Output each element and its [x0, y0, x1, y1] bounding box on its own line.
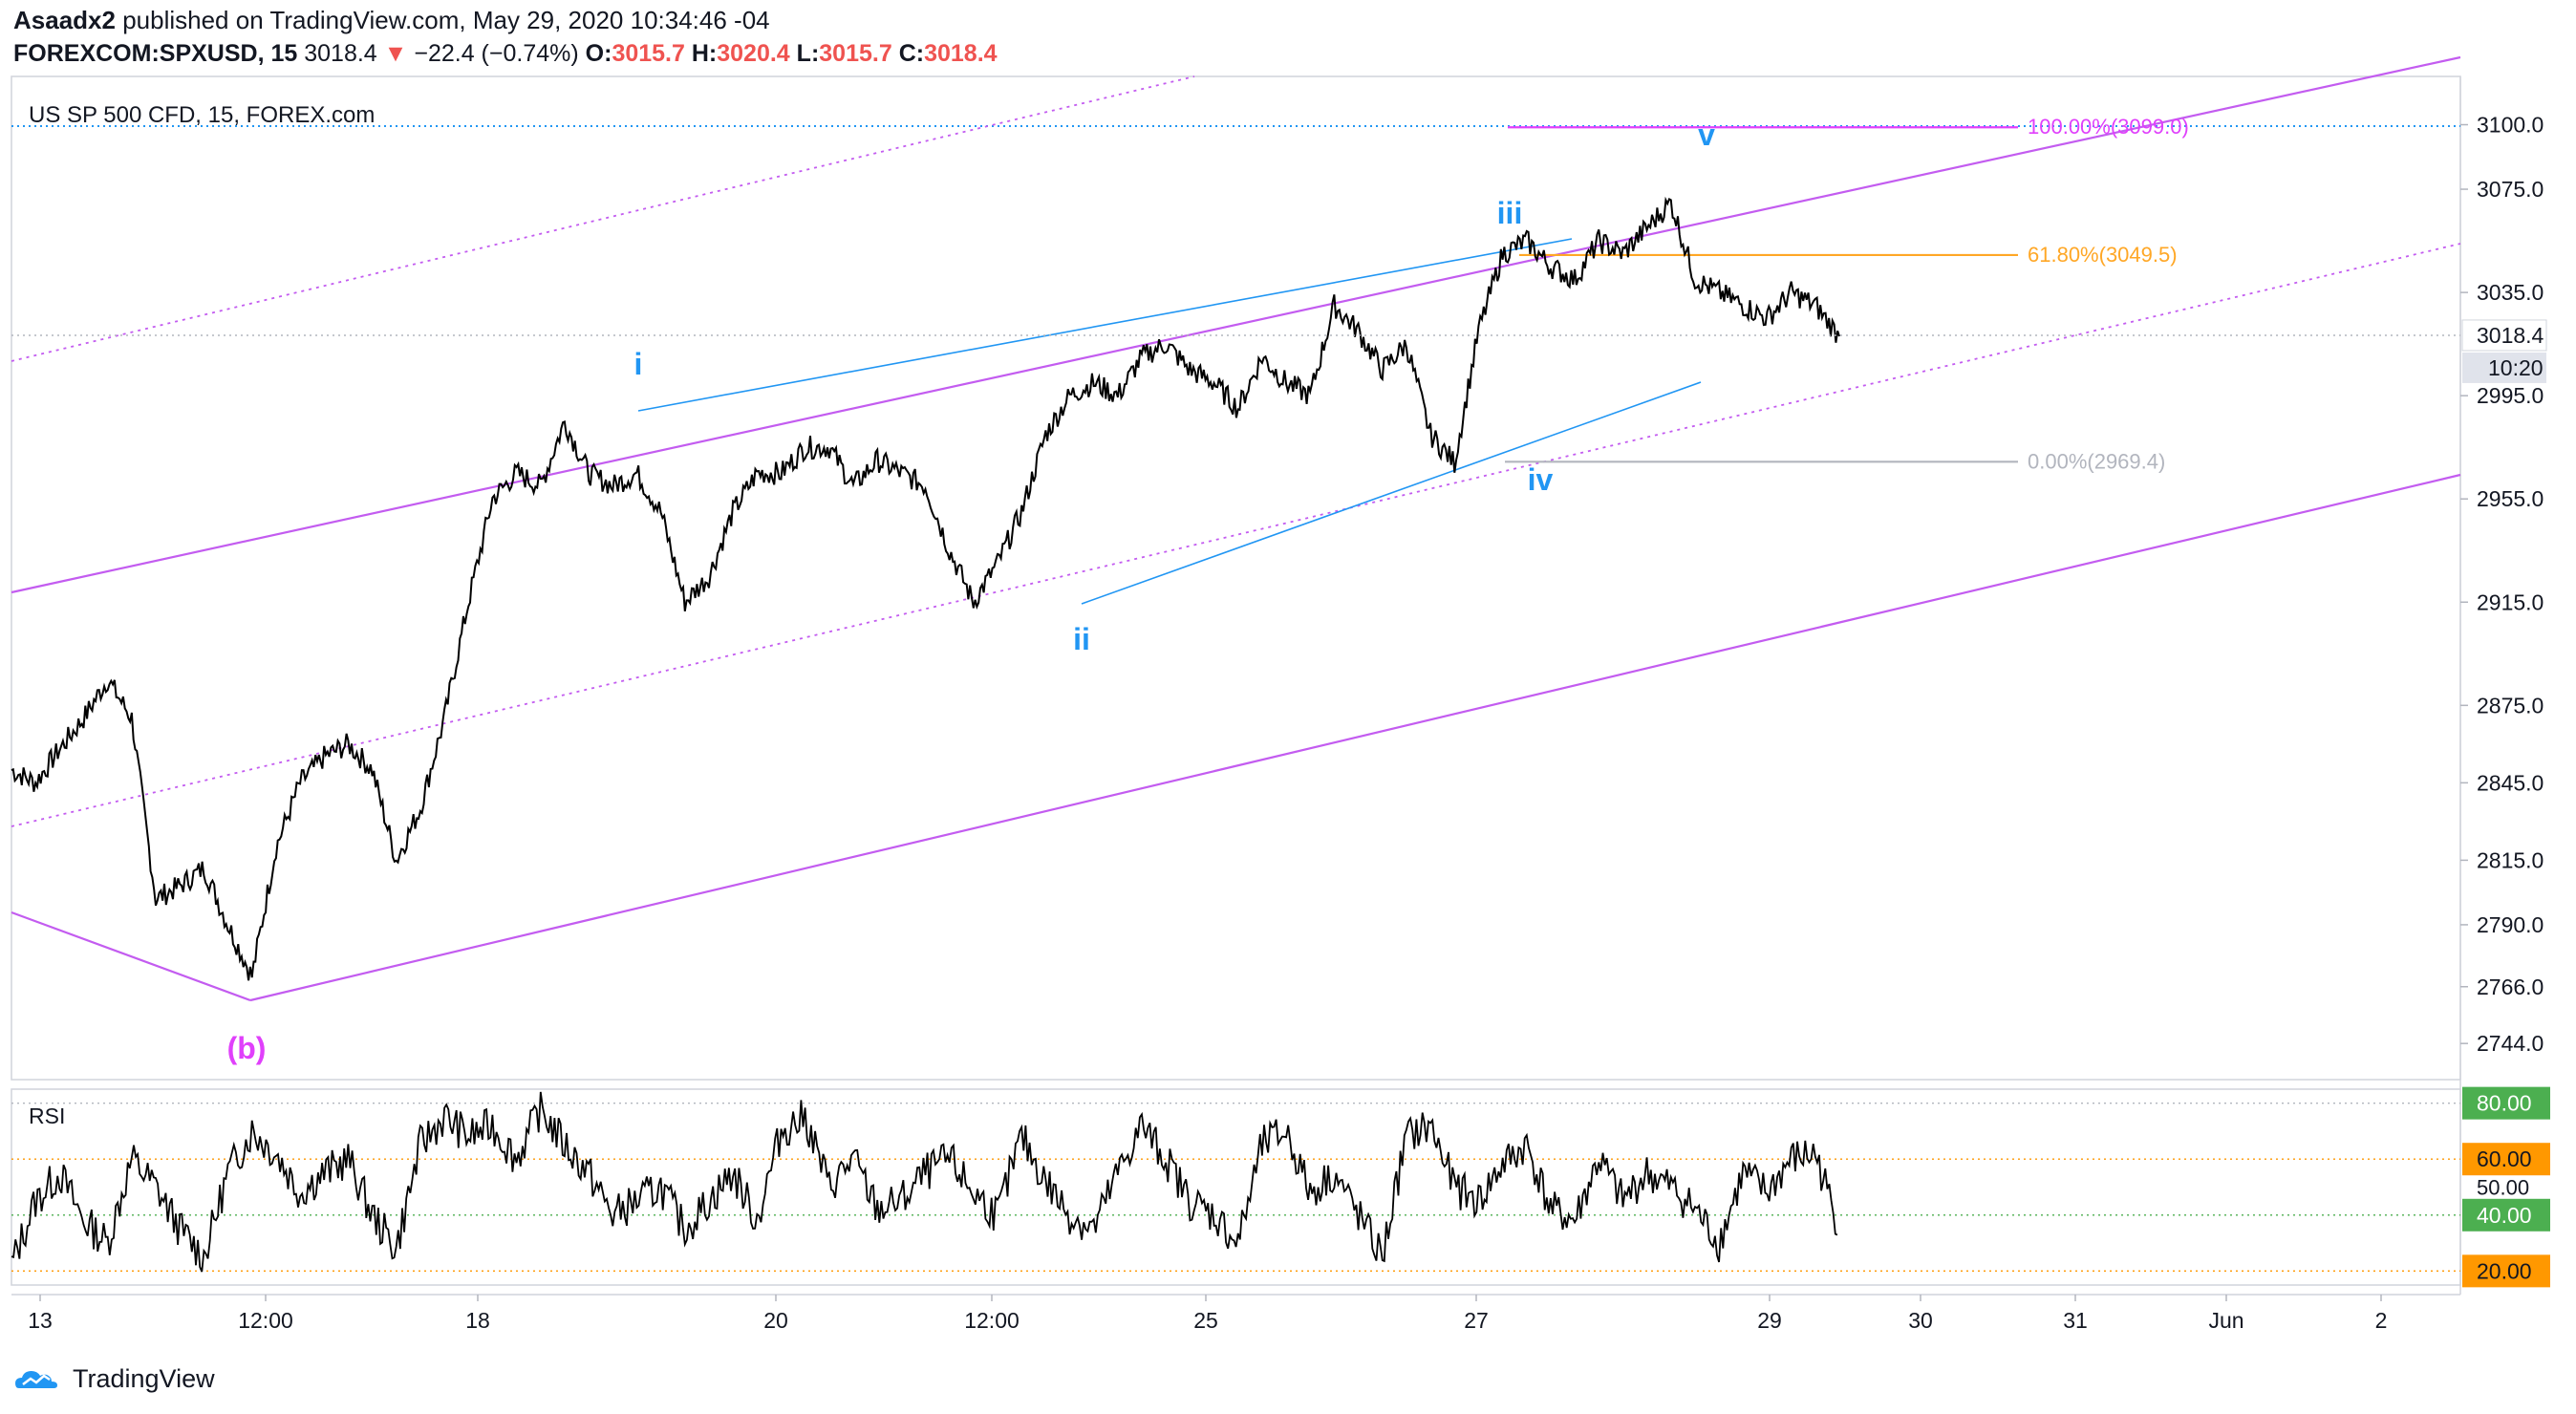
- time-tick-label: 12:00: [964, 1308, 1020, 1333]
- time-tick-label: 20: [763, 1308, 788, 1333]
- last-price-label: 3018.4: [2477, 323, 2544, 348]
- time-tick-label: 27: [1464, 1308, 1489, 1333]
- author-name[interactable]: Asaadx2: [13, 6, 116, 34]
- down-arrow-icon: ▼: [383, 40, 408, 67]
- close-value: 3018.4: [924, 40, 998, 67]
- time-tick-label: 25: [1193, 1308, 1218, 1333]
- price-tick-label: 2766.0: [2477, 975, 2544, 999]
- countdown-badge: [2462, 352, 2546, 383]
- pane-title: US SP 500 CFD, 15, FOREX.com: [29, 102, 375, 128]
- time-tick-label: 31: [2063, 1308, 2088, 1333]
- price-pane-frame: [11, 75, 2461, 1081]
- time-tick-label: 30: [1908, 1308, 1933, 1333]
- fib-level-label: 61.80%(3049.5): [2028, 243, 2178, 267]
- footer-brand[interactable]: TradingView: [73, 1364, 215, 1393]
- wave-label: ii: [1073, 622, 1090, 656]
- channel-median-line: [11, 243, 2461, 827]
- rsi-title: RSI: [29, 1103, 65, 1128]
- time-tick-label: 18: [465, 1308, 490, 1333]
- rsi-level-badge: [2462, 1086, 2550, 1120]
- wave-connector-line: [1081, 381, 1702, 605]
- time-tick-label: 13: [28, 1308, 53, 1333]
- time-tick-label: Jun: [2208, 1308, 2243, 1333]
- price-tick-label: 2955.0: [2477, 486, 2544, 511]
- price-tick-label: 2815.0: [2477, 847, 2544, 872]
- time-tick-label: 12:00: [238, 1308, 293, 1333]
- fib-level-label: 100.00%(3099.0): [2028, 115, 2189, 139]
- wave-label: iii: [1497, 196, 1523, 230]
- rsi-level-badge: [2462, 1198, 2550, 1232]
- high-label: H:: [691, 40, 718, 67]
- rsi-level-badge-label: 80.00: [2477, 1091, 2532, 1116]
- high-value: 3020.4: [717, 40, 790, 67]
- price-tick-label: 2995.0: [2477, 383, 2544, 408]
- rsi-level-badge-label: 60.00: [2477, 1146, 2532, 1171]
- open-label: O:: [585, 40, 612, 67]
- channel-upper-line: [11, 55, 2461, 594]
- rsi-series-line: [11, 1091, 1838, 1273]
- rsi-level-badge: [2462, 1254, 2550, 1288]
- footer: TradingView: [13, 1364, 215, 1394]
- rsi-level-badge: [2462, 1143, 2550, 1176]
- wave-label: iv: [1528, 462, 1554, 497]
- wave-label: v: [1698, 118, 1715, 152]
- chart-canvas[interactable]: US SP 500 CFD, 15, FOREX.com 3100.0 3075.0…: [0, 0, 2576, 1357]
- wave-label: (b): [227, 1031, 267, 1065]
- price-tick-label: 2875.0: [2477, 693, 2544, 718]
- fib-level-label: 0.00%(2969.4): [2028, 449, 2165, 473]
- low-value: 3015.7: [819, 40, 892, 67]
- publish-info: Asaadx2 published on TradingView.com, Ma…: [13, 6, 770, 35]
- rsi-pane-frame: [11, 1088, 2461, 1286]
- last-price: 3018.4: [304, 40, 377, 67]
- time-tick-label: 2: [2375, 1308, 2388, 1333]
- publish-text: published on TradingView.com, May 29, 20…: [122, 6, 770, 34]
- price-tick-label: 3075.0: [2477, 177, 2544, 202]
- time-tick-label: 29: [1757, 1308, 1782, 1333]
- channel-lower-line: [249, 473, 2461, 1002]
- countdown-label: 10:20: [2488, 355, 2544, 380]
- price-tick-label: 2915.0: [2477, 589, 2544, 614]
- rsi-tick-label: 50.00: [2477, 1176, 2529, 1200]
- price-tick-label: 2790.0: [2477, 912, 2544, 937]
- low-label: L:: [796, 40, 820, 67]
- channel-entry-line: [11, 911, 251, 1002]
- symbol-bar: FOREXCOM:SPXUSD, 15 3018.4 ▼ −22.4 (−0.7…: [13, 40, 998, 68]
- last-price-badge: [2461, 319, 2547, 352]
- wave-connector-line: [637, 238, 1573, 412]
- price-tick-label: 3100.0: [2477, 113, 2544, 138]
- rsi-level-badge-label: 20.00: [2477, 1258, 2532, 1283]
- price-tick-label: 3035.0: [2477, 280, 2544, 305]
- price-tick-label: 2744.0: [2477, 1031, 2544, 1056]
- tradingview-logo-icon[interactable]: [13, 1365, 63, 1394]
- close-label: C:: [898, 40, 925, 67]
- rsi-level-badge-label: 40.00: [2477, 1203, 2532, 1228]
- price-series-line: [11, 196, 1840, 981]
- symbol-name[interactable]: FOREXCOM:SPXUSD, 15: [13, 40, 298, 67]
- open-value: 3015.7: [612, 40, 685, 67]
- wave-label: i: [634, 347, 643, 381]
- price-tick-label: 2845.0: [2477, 770, 2544, 795]
- price-change: −22.4 (−0.74%): [414, 40, 579, 67]
